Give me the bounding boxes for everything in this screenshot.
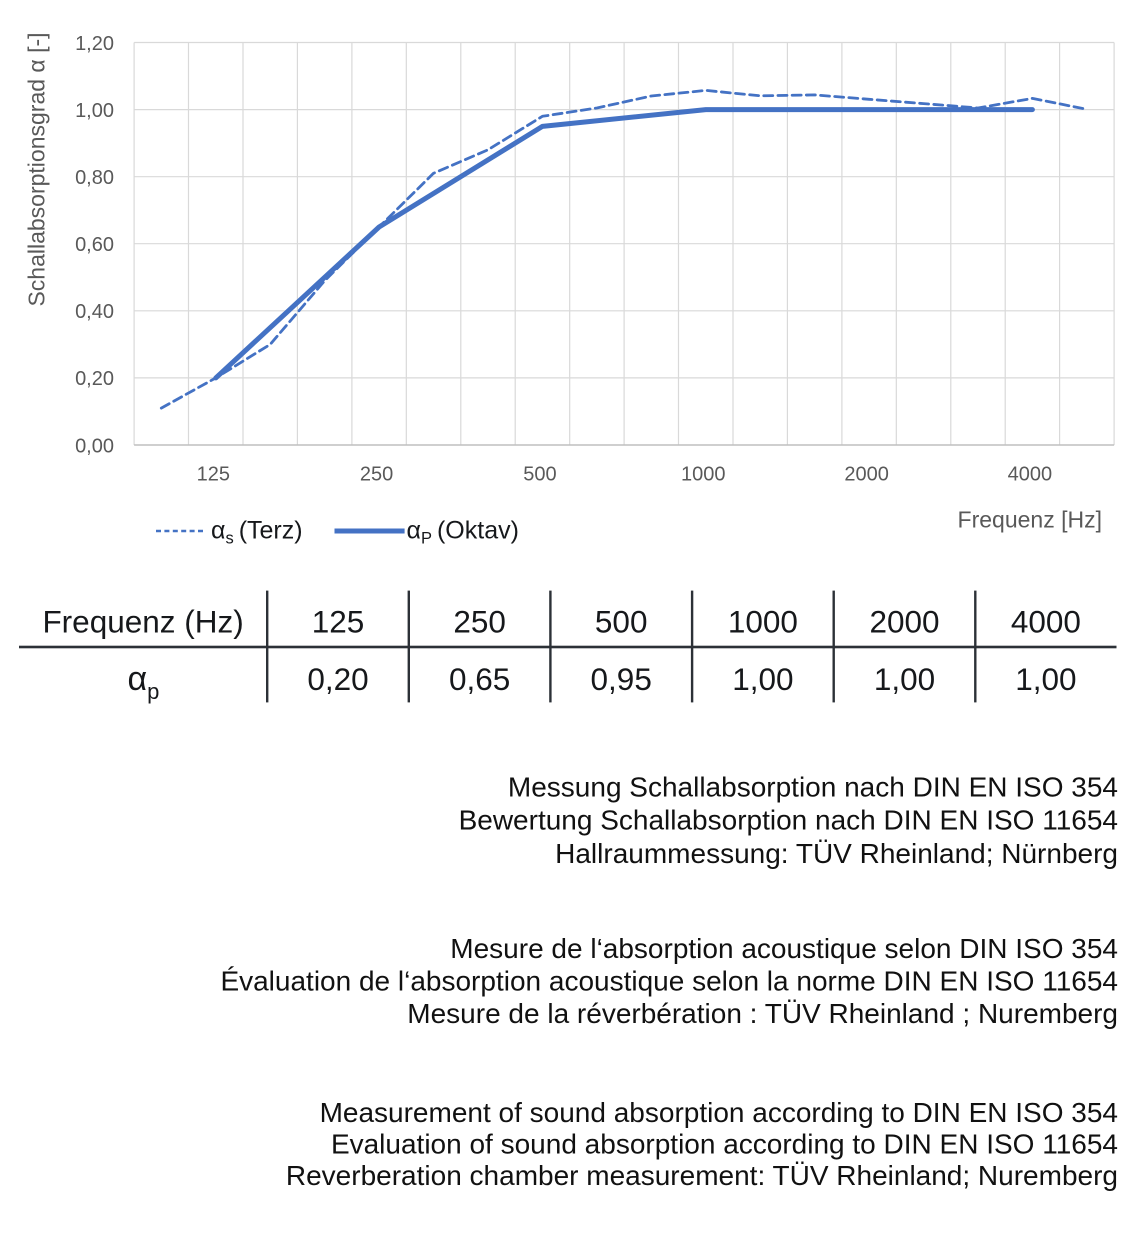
svg-text:Mesure de l‘absorption acousti: Mesure de l‘absorption acoustique selon …: [450, 933, 1118, 964]
svg-text:250: 250: [360, 464, 393, 486]
svg-text:0,20: 0,20: [307, 661, 368, 697]
svg-text:Frequenz [Hz]: Frequenz [Hz]: [958, 507, 1102, 533]
svg-text:Évaluation de l‘absorption aco: Évaluation de l‘absorption acoustique se…: [220, 965, 1118, 996]
svg-text:Mesure de la réverbération : T: Mesure de la réverbération : TÜV Rheinla…: [407, 998, 1118, 1029]
svg-text:500: 500: [595, 604, 648, 640]
svg-text:0,95: 0,95: [591, 661, 652, 697]
svg-text:Evaluation of sound absorption: Evaluation of sound absorption according…: [331, 1129, 1118, 1160]
svg-text:Hallraummessung: TÜV Rheinland: Hallraummessung: TÜV Rheinland; Nürnberg: [555, 838, 1118, 869]
svg-text:0,80: 0,80: [75, 167, 114, 189]
svg-text:125: 125: [197, 464, 230, 486]
svg-text:0,00: 0,00: [75, 435, 114, 457]
svg-text:Frequenz (Hz): Frequenz (Hz): [42, 604, 243, 640]
svg-text:500: 500: [523, 464, 556, 486]
svg-text:αs (Terz): αs (Terz): [211, 517, 303, 548]
svg-text:0,65: 0,65: [449, 661, 510, 697]
svg-text:1,00: 1,00: [75, 100, 114, 122]
svg-text:2000: 2000: [844, 464, 889, 486]
svg-text:Messung Schallabsorption nach: Messung Schallabsorption nach DIN EN ISO…: [508, 772, 1118, 803]
svg-text:αp: αp: [128, 660, 160, 704]
svg-text:2000: 2000: [869, 604, 939, 640]
svg-text:Schallabsorptionsgrad α [-]: Schallabsorptionsgrad α [-]: [24, 32, 50, 306]
svg-text:Reverberation chamber measurem: Reverberation chamber measurement: TÜV R…: [286, 1160, 1118, 1191]
svg-text:1,00: 1,00: [732, 661, 793, 697]
svg-text:1,00: 1,00: [874, 661, 935, 697]
svg-text:1000: 1000: [681, 464, 726, 486]
svg-text:125: 125: [312, 604, 365, 640]
svg-text:Measurement of sound absorptio: Measurement of sound absorption accordin…: [320, 1097, 1118, 1128]
svg-text:0,20: 0,20: [75, 368, 114, 390]
svg-text:Bewertung Schallabsorption nac: Bewertung Schallabsorption nach DIN EN I…: [459, 805, 1118, 836]
svg-text:1,00: 1,00: [1015, 661, 1076, 697]
svg-text:1000: 1000: [728, 604, 798, 640]
svg-text:0,40: 0,40: [75, 301, 114, 323]
svg-text:0,60: 0,60: [75, 234, 114, 256]
svg-text:4000: 4000: [1011, 604, 1081, 640]
svg-text:4000: 4000: [1008, 464, 1053, 486]
svg-text:250: 250: [453, 604, 506, 640]
svg-text:1,20: 1,20: [75, 33, 114, 55]
